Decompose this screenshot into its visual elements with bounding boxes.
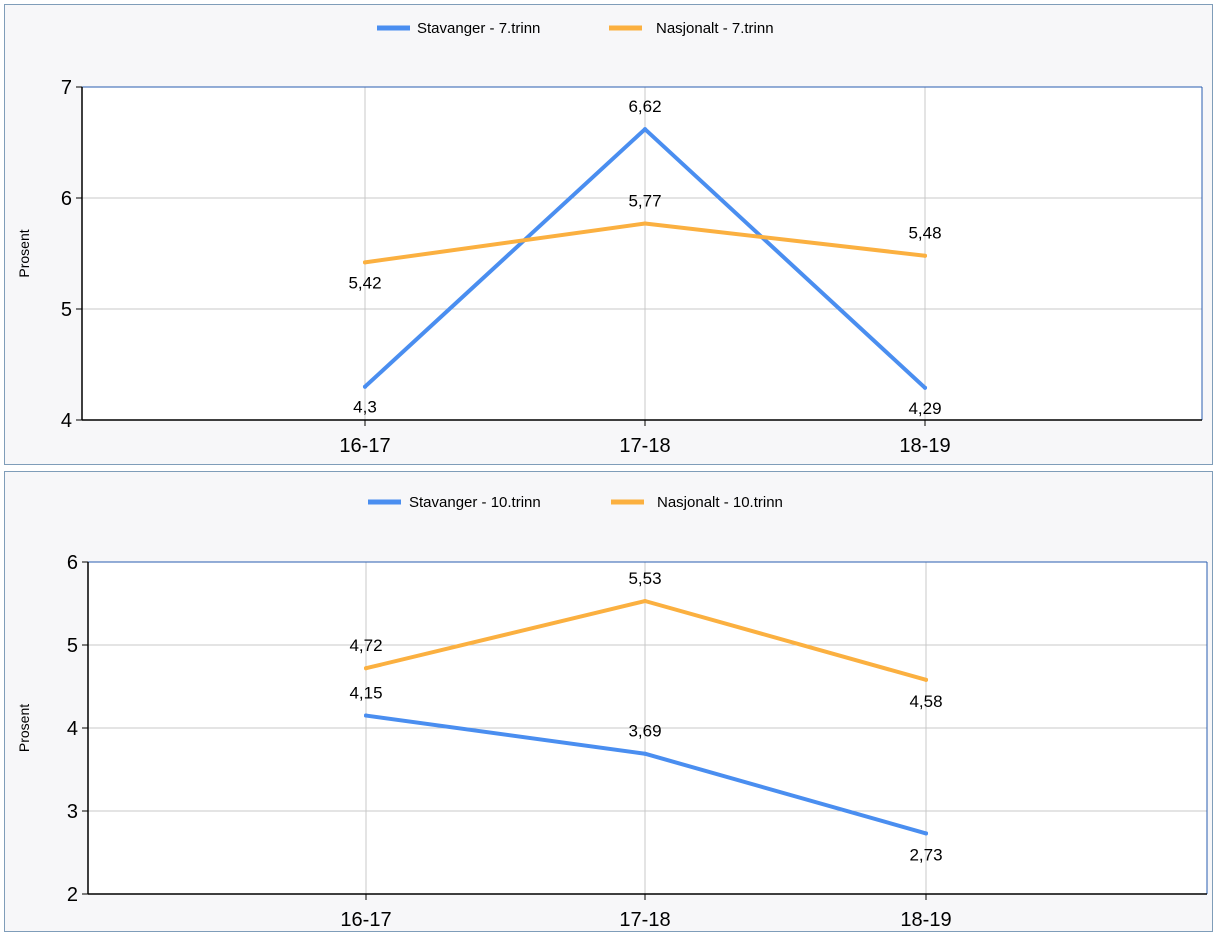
data-label: 4,15 [349, 684, 382, 703]
data-label: 2,73 [909, 845, 942, 864]
data-label: 4,3 [353, 398, 377, 417]
y-tick-label: 6 [67, 552, 78, 574]
data-point [923, 385, 927, 390]
data-point [364, 713, 368, 718]
data-point [924, 677, 928, 682]
chart-panel-7-trinn: 4 5 6 7 16-17 17-18 18-19 Prosent 4,3 6,62 4,29 5,4… [4, 4, 1213, 465]
data-point [643, 127, 647, 132]
y-tick-label: 4 [67, 718, 78, 740]
y-tick-label: 5 [61, 299, 72, 321]
y-axis-title: Prosent [16, 229, 32, 277]
data-label: 5,53 [628, 569, 661, 588]
x-tick-label: 18-19 [900, 909, 951, 931]
data-label: 5,48 [908, 224, 941, 243]
y-tick-label: 2 [67, 884, 78, 906]
data-label: 6,62 [628, 97, 661, 116]
y-tick-label: 5 [67, 635, 78, 657]
legend-label: Stavanger - 7.trinn [417, 20, 540, 37]
x-tick-label: 16-17 [339, 435, 390, 457]
x-tick-label: 17-18 [619, 909, 670, 931]
data-point [923, 253, 927, 258]
line-chart-10-trinn: 2 3 4 5 6 16-17 17-18 18-19 Prosent 4,15 3,69 2,73 4… [16, 494, 1208, 931]
line-chart-7-trinn: 4 5 6 7 16-17 17-18 18-19 Prosent 4,3 6,62 4,29 5,4… [16, 20, 1203, 457]
data-label: 3,69 [628, 722, 661, 741]
y-axis-title: Prosent [16, 704, 32, 752]
data-label: 5,77 [628, 192, 661, 211]
data-point [363, 384, 367, 389]
data-label: 4,58 [909, 692, 942, 711]
chart-panel-10-trinn: 2 3 4 5 6 16-17 17-18 18-19 Prosent 4,15 3,69 2,73 4… [4, 471, 1213, 932]
x-tick-label: 16-17 [340, 909, 391, 931]
data-point [924, 831, 928, 836]
plot-area [82, 87, 1202, 420]
x-tick-label: 18-19 [899, 435, 950, 457]
data-label: 4,29 [908, 399, 941, 418]
legend-label: Nasjonalt - 10.trinn [657, 494, 783, 511]
y-tick-label: 3 [67, 801, 78, 823]
data-point [643, 599, 647, 604]
data-point [643, 751, 647, 756]
data-point [643, 221, 647, 226]
y-tick-label: 6 [61, 188, 72, 210]
data-label: 4,72 [349, 636, 382, 655]
y-tick-label: 4 [61, 410, 72, 432]
data-point [363, 260, 367, 265]
legend-label: Nasjonalt - 7.trinn [656, 20, 774, 37]
y-tick-label: 7 [61, 77, 72, 99]
data-label: 5,42 [348, 273, 381, 292]
legend-label: Stavanger - 10.trinn [409, 494, 541, 511]
data-point [364, 666, 368, 671]
x-tick-label: 17-18 [619, 435, 670, 457]
